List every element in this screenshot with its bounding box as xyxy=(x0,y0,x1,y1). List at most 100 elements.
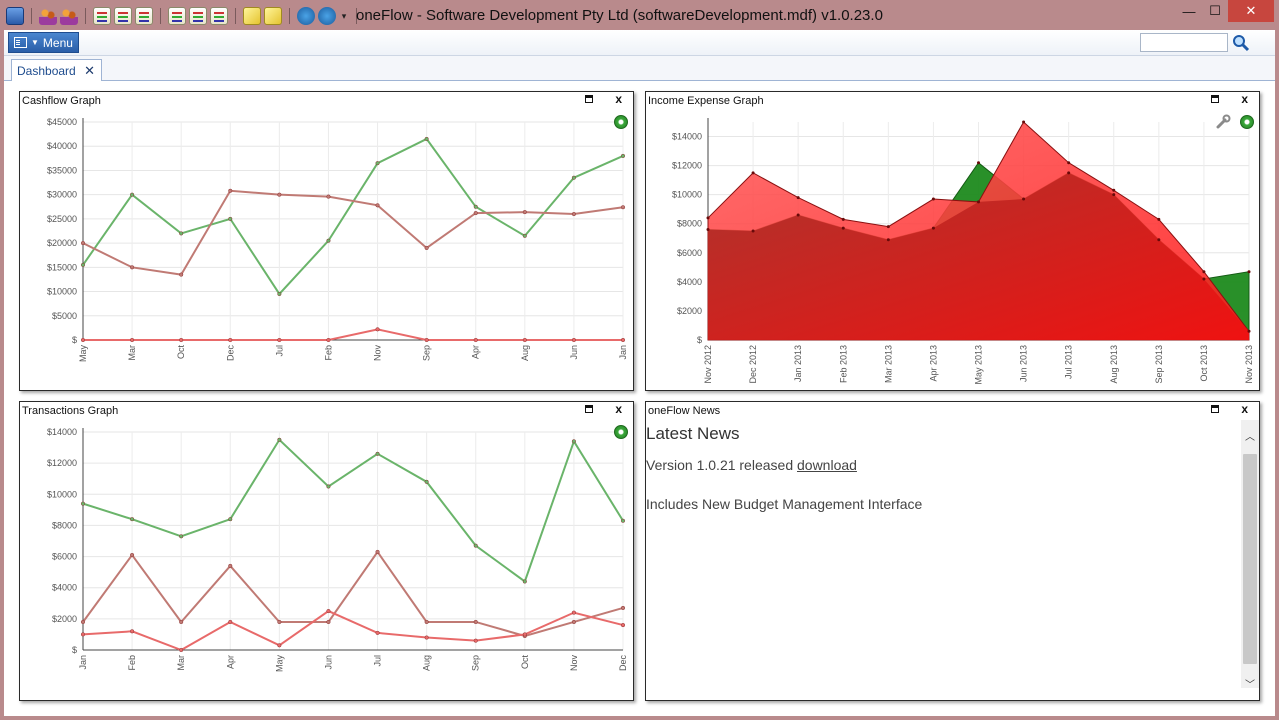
document-icon[interactable] xyxy=(114,7,132,25)
news-item: Version 1.0.21 released download xyxy=(646,457,857,473)
email-icon[interactable] xyxy=(318,7,336,25)
news-item-text: Version 1.0.21 released xyxy=(646,457,797,473)
notes-icon[interactable] xyxy=(243,7,261,25)
minimize-panel-button[interactable] xyxy=(1211,95,1219,103)
y-tick-label: $14000 xyxy=(47,427,77,437)
y-tick-label: $8000 xyxy=(52,520,77,530)
settings-gear-icon[interactable] xyxy=(614,115,628,129)
x-tick-label: Oct xyxy=(176,345,186,360)
x-tick-label: Apr xyxy=(471,345,481,359)
dashboard-content: Cashflow Graph x $ $5000 $10000 $15000 $2000… xyxy=(4,81,1275,716)
y-tick-label: $ xyxy=(72,335,77,345)
notes-icon[interactable] xyxy=(264,7,282,25)
menu-button[interactable]: ▼ Menu xyxy=(8,32,79,53)
minimize-panel-button[interactable] xyxy=(585,405,593,413)
data-point xyxy=(277,619,282,625)
document-icon[interactable] xyxy=(135,7,153,25)
scroll-thumb[interactable] xyxy=(1243,454,1257,664)
y-tick-label: $15000 xyxy=(47,262,77,272)
data-point xyxy=(620,205,626,210)
data-point xyxy=(424,619,429,625)
data-point xyxy=(424,337,429,343)
data-point xyxy=(1022,120,1026,124)
close-panel-button[interactable]: x xyxy=(615,92,622,106)
data-point xyxy=(228,517,233,522)
x-tick-label: Nov xyxy=(569,655,579,672)
data-point xyxy=(473,211,478,216)
close-panel-button[interactable]: x xyxy=(615,402,622,416)
close-tab-icon[interactable]: ✕ xyxy=(84,63,95,78)
data-point xyxy=(796,196,800,200)
data-point xyxy=(326,484,331,489)
data-point xyxy=(620,337,626,343)
globe-icon[interactable] xyxy=(297,7,315,25)
data-point xyxy=(130,629,135,634)
data-point xyxy=(1157,217,1161,221)
x-tick-label: Dec xyxy=(618,655,628,672)
data-point xyxy=(1067,171,1071,175)
x-tick-label: Sep 2013 xyxy=(1154,345,1164,384)
series-line xyxy=(83,328,623,341)
minimize-panel-button[interactable] xyxy=(1211,405,1219,413)
customize-toolbar-dropdown-icon[interactable]: ▾ xyxy=(341,10,347,21)
x-tick-label: May xyxy=(78,345,88,363)
news-scrollbar[interactable]: ︿ ﹀ xyxy=(1241,420,1259,691)
document-icon[interactable] xyxy=(93,7,111,25)
x-tick-label: Aug 2013 xyxy=(1109,345,1119,384)
data-point xyxy=(473,204,478,209)
data-point xyxy=(571,337,576,343)
data-point xyxy=(977,161,980,165)
search-input[interactable] xyxy=(1140,33,1228,52)
maximize-button[interactable]: ☐ xyxy=(1209,3,1221,18)
panel-title: Cashflow Graph xyxy=(22,95,101,107)
x-tick-label: Jun xyxy=(323,655,333,670)
close-panel-button[interactable]: x xyxy=(1241,402,1248,416)
data-point xyxy=(179,337,184,343)
tab-dashboard[interactable]: Dashboard ✕ xyxy=(11,59,102,82)
data-point xyxy=(1157,238,1161,242)
download-link[interactable]: download xyxy=(797,457,857,473)
close-window-button[interactable]: ✕ xyxy=(1228,0,1274,22)
data-point xyxy=(130,552,135,558)
wrench-icon[interactable] xyxy=(1215,114,1231,130)
x-tick-label: Apr xyxy=(225,655,235,669)
y-tick-label: $12000 xyxy=(47,458,77,468)
panel-title: Income Expense Graph xyxy=(648,95,764,107)
scroll-down-arrow-icon[interactable]: ﹀ xyxy=(1245,679,1255,691)
close-panel-button[interactable]: x xyxy=(1241,92,1248,106)
menu-bar: ▼ Menu xyxy=(4,30,1275,56)
data-point xyxy=(620,605,626,611)
y-tick-label: $2000 xyxy=(52,614,77,624)
data-point xyxy=(571,619,576,625)
list-icon[interactable] xyxy=(189,7,207,25)
app-icon[interactable] xyxy=(6,7,24,25)
chart-grid xyxy=(82,431,624,651)
data-point xyxy=(522,210,527,215)
contacts-icon[interactable] xyxy=(60,7,78,25)
data-point xyxy=(931,226,935,230)
settings-gear-icon[interactable] xyxy=(1240,115,1254,129)
minimize-button[interactable]: — xyxy=(1182,3,1196,19)
settings-gear-icon[interactable] xyxy=(614,425,628,439)
y-tick-label: $40000 xyxy=(47,141,77,151)
panel-title: Transactions Graph xyxy=(22,405,119,417)
data-point xyxy=(375,451,380,456)
cashflow-chart: $ $5000 $10000 $15000 $20000 $25000 $30000 $350… xyxy=(47,117,628,363)
data-point xyxy=(1112,193,1116,197)
data-point xyxy=(130,192,135,197)
people-icon[interactable] xyxy=(39,7,57,25)
x-tick-label: Sep xyxy=(471,655,481,671)
toolbar-separator xyxy=(160,8,161,24)
y-tick-label: $ xyxy=(72,645,77,655)
data-point xyxy=(228,619,233,625)
data-point xyxy=(277,291,282,297)
list-icon[interactable] xyxy=(210,7,228,25)
data-point xyxy=(571,610,576,615)
income-expense-graph-panel: Income Expense Graph x $ $2000 $4000 $6000 $… xyxy=(645,91,1260,391)
scroll-up-arrow-icon[interactable]: ︿ xyxy=(1245,431,1255,443)
list-icon[interactable] xyxy=(168,7,186,25)
data-point xyxy=(179,534,184,539)
minimize-panel-button[interactable] xyxy=(585,95,593,103)
search-icon[interactable] xyxy=(1232,34,1250,52)
data-point xyxy=(886,225,890,229)
